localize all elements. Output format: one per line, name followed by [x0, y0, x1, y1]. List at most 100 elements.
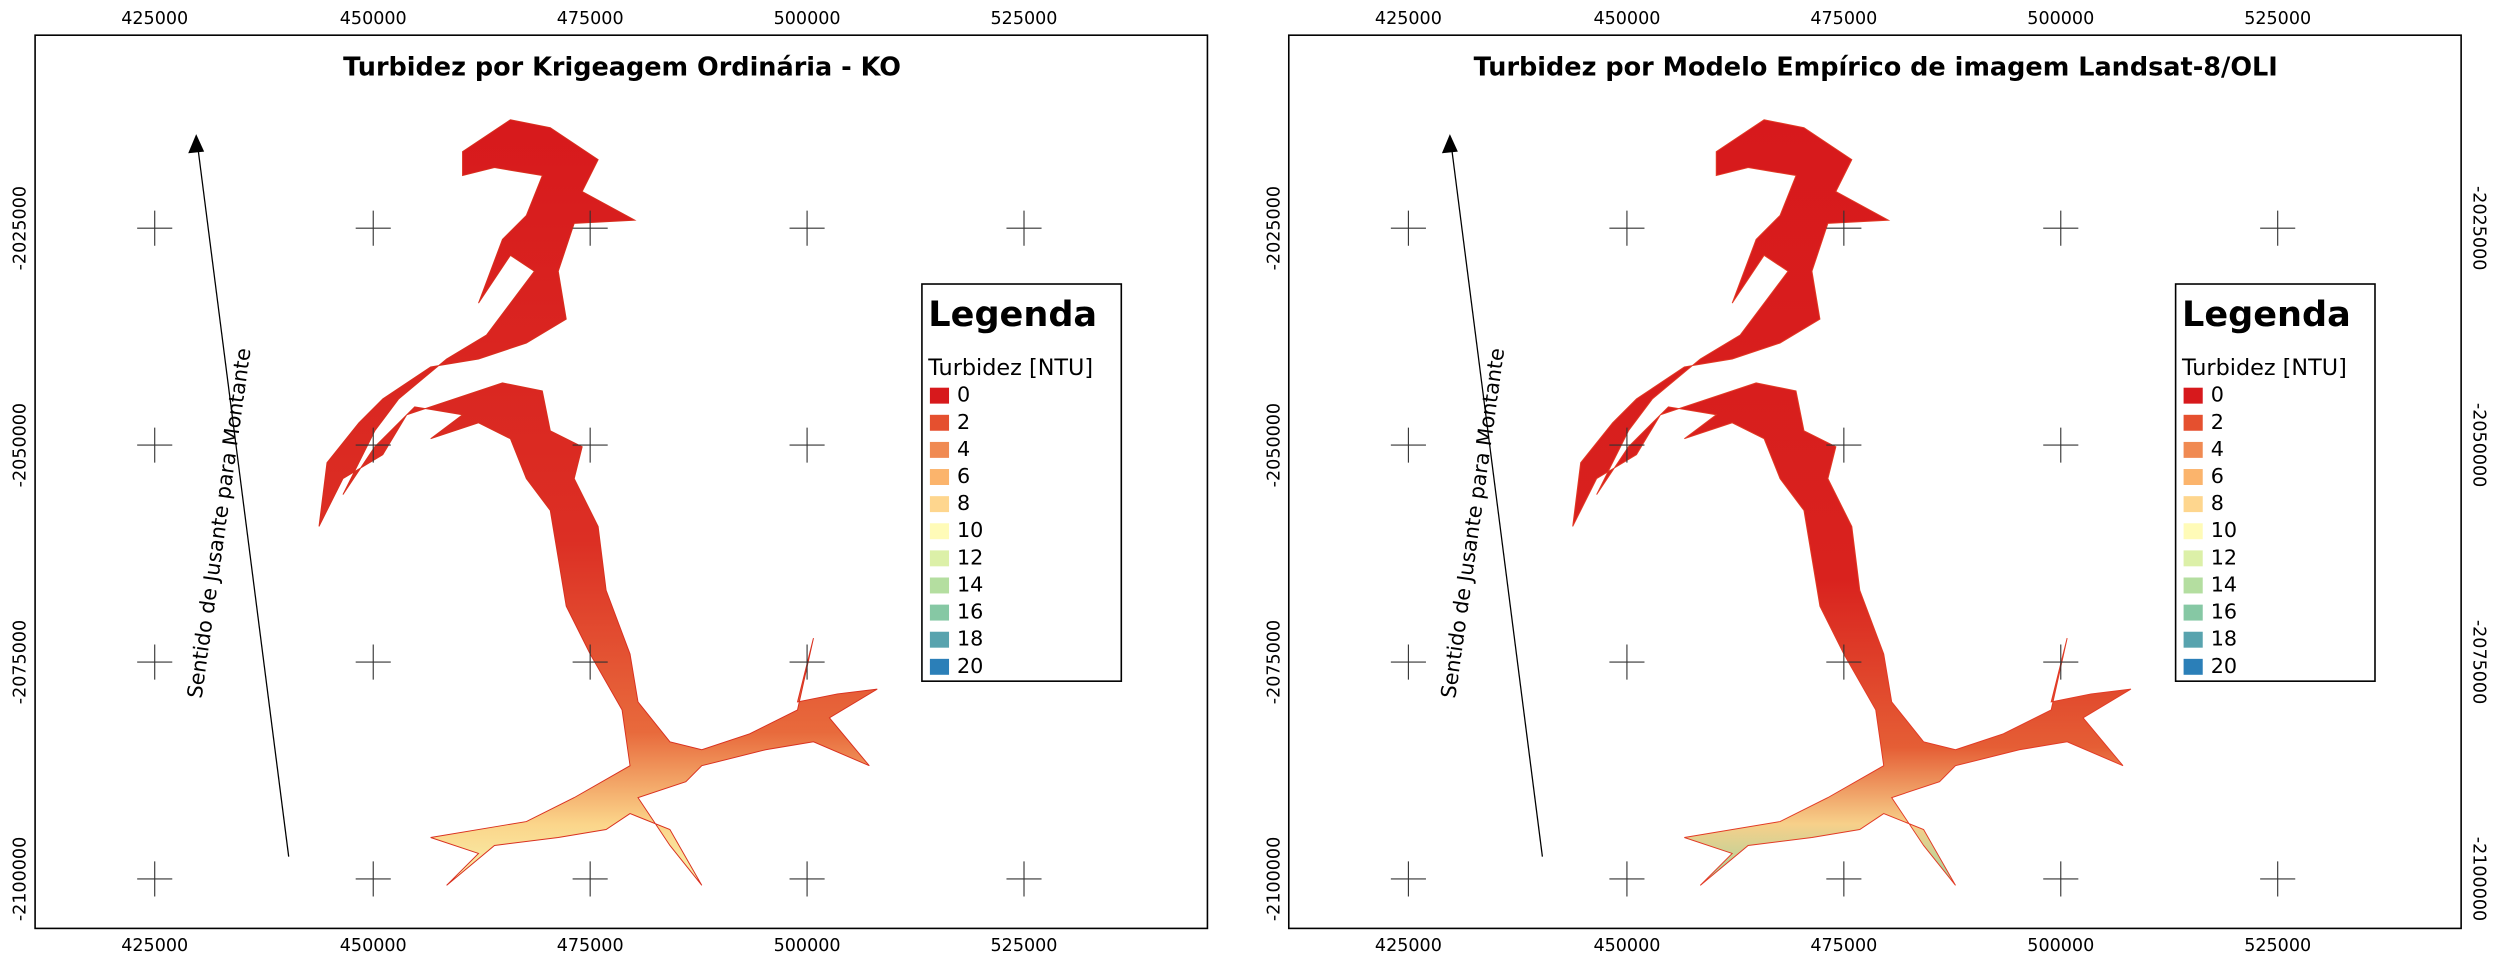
x-coord-label: 425000	[1375, 936, 1442, 956]
legend-label: 0	[957, 383, 970, 407]
y-coord-label: -2050000	[2469, 403, 2489, 487]
legend-swatch	[929, 631, 950, 648]
grid-cross	[1826, 427, 1862, 463]
legend-swatch	[2183, 441, 2203, 458]
legend-label: 16	[2211, 600, 2237, 624]
y-coord-label: -2025000	[2469, 186, 2489, 270]
legend-label: 4	[957, 437, 970, 461]
legend-label: 0	[2211, 383, 2224, 407]
legend-subtitle: Turbidez [NTU]	[2181, 355, 2347, 381]
grid-cross	[355, 210, 391, 246]
legend-label: 14	[957, 572, 983, 596]
map-title: Turbidez por Modelo Empírico de imagem L…	[1474, 53, 2278, 83]
grid-cross	[355, 427, 391, 463]
legend-label: 10	[2211, 518, 2237, 542]
y-coord-label: -2100000	[11, 837, 31, 921]
grid-cross	[2043, 427, 2079, 463]
legend-swatch	[929, 523, 950, 540]
legend-label: 6	[2211, 464, 2224, 488]
legend-swatch	[2183, 604, 2203, 621]
grid-cross	[1390, 861, 1426, 897]
legend-label: 6	[957, 464, 970, 488]
legend-swatch	[2183, 496, 2203, 513]
grid-cross	[1390, 210, 1426, 246]
grid-cross	[137, 427, 173, 463]
legend-subtitle: Turbidez [NTU]	[927, 355, 1093, 381]
legend-swatch	[2183, 631, 2203, 648]
legend-label: 16	[957, 600, 983, 624]
grid-cross	[355, 861, 391, 897]
x-coord-label: 525000	[991, 9, 1058, 29]
legend-label: 18	[957, 627, 983, 651]
legend-label: 2	[957, 410, 970, 434]
x-coord-label: 450000	[340, 9, 407, 29]
grid-cross	[2043, 644, 2079, 680]
legend-label: 2	[2211, 410, 2224, 434]
grid-cross	[2260, 861, 2296, 897]
legend-label: 12	[2211, 545, 2237, 569]
y-coord-label: -2025000	[11, 186, 31, 270]
map-layers: 425000 425000 450000 450000 475000 475000 5000…	[11, 9, 2489, 956]
legend-swatch	[2183, 469, 2203, 485]
y-coord-label: -2100000	[1264, 837, 1284, 921]
x-coord-label: 475000	[1810, 9, 1877, 29]
map-panel: 425000 425000 450000 450000 475000 475000 5000…	[11, 9, 1209, 956]
x-coord-label: 475000	[557, 936, 624, 956]
map-panel: 425000 425000 450000 450000 475000 475000 5000…	[1264, 9, 2488, 956]
y-coord-label: -2075000	[2469, 620, 2489, 704]
grid-cross	[572, 427, 608, 463]
grid-cross	[1006, 861, 1042, 897]
y-coord-label: -2050000	[11, 403, 31, 487]
legend-label: 20	[957, 654, 983, 678]
grid-cross	[1609, 644, 1645, 680]
x-coord-label: 525000	[2244, 936, 2311, 956]
legend-swatch	[929, 414, 950, 431]
legend-label: 12	[957, 545, 983, 569]
grid-cross	[789, 861, 825, 897]
legend-box	[2174, 283, 2376, 682]
legend-swatch	[929, 469, 950, 485]
legend-swatch	[2183, 414, 2203, 431]
grid-cross	[572, 210, 608, 246]
x-coord-label: 500000	[774, 936, 841, 956]
grid-cross	[789, 644, 825, 680]
grid-cross	[1609, 427, 1645, 463]
x-coord-label: 475000	[1810, 936, 1877, 956]
grid-cross	[1609, 861, 1645, 897]
grid-cross	[789, 427, 825, 463]
x-coord-label: 425000	[121, 9, 188, 29]
grid-cross	[1390, 427, 1426, 463]
legend-swatch	[929, 550, 950, 567]
grid-cross	[137, 644, 173, 680]
grid-cross	[572, 644, 608, 680]
direction-arrow	[1450, 146, 1544, 857]
grid-cross	[572, 861, 608, 897]
legend-swatch	[929, 496, 950, 513]
y-coord-label: -2075000	[1264, 620, 1284, 704]
legend-label: 14	[2211, 572, 2237, 596]
legend-title: Legenda	[928, 294, 1097, 335]
x-coord-label: 500000	[2027, 936, 2094, 956]
grid-cross	[137, 861, 173, 897]
legend-swatch	[929, 577, 950, 594]
legend: Legenda Turbidez [NTU]0 2 4 6 8 10 12 14 16 18 20	[921, 283, 1123, 682]
legend: Legenda Turbidez [NTU]0 2 4 6 8 10 12 14 16 18 20	[2174, 283, 2376, 682]
grid-cross	[1826, 861, 1862, 897]
grid-cross	[1826, 644, 1862, 680]
x-coord-label: 425000	[121, 936, 188, 956]
grid-cross	[789, 210, 825, 246]
grid-cross	[1609, 210, 1645, 246]
legend-swatch	[2183, 550, 2203, 567]
legend-label: 4	[2211, 437, 2224, 461]
x-coord-label: 525000	[2244, 9, 2311, 29]
direction-arrow	[197, 146, 290, 857]
legend-swatch	[929, 658, 950, 675]
legend-label: 20	[2211, 654, 2237, 678]
grid-cross	[1826, 210, 1862, 246]
legend-swatch	[2183, 523, 2203, 540]
grid-cross	[1006, 210, 1042, 246]
legend-swatch	[929, 604, 950, 621]
legend-label: 8	[957, 491, 970, 515]
